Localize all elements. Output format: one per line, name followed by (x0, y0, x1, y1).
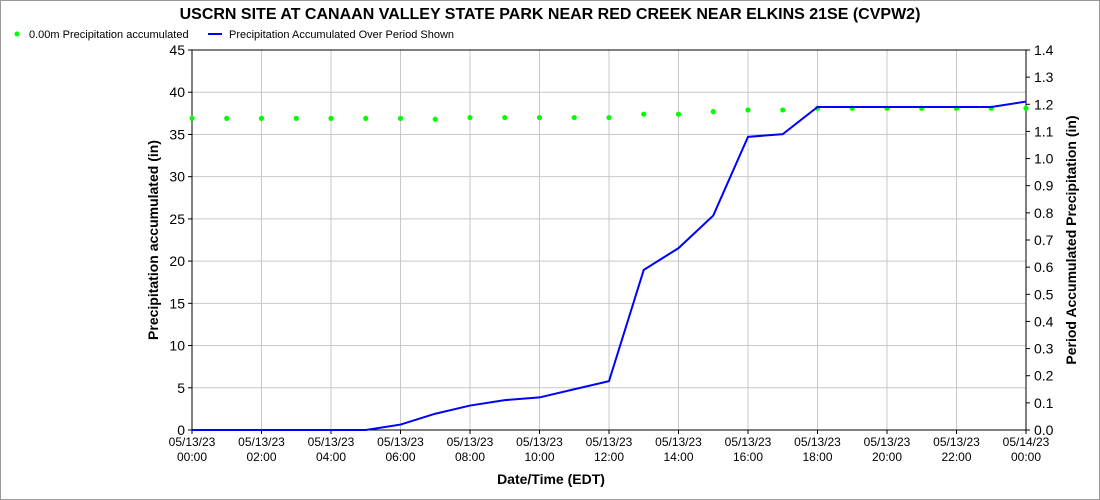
x-tick-time: 12:00 (594, 450, 624, 464)
left-y-tick-label: 0 (177, 422, 185, 438)
accumulated-precip-point (502, 114, 508, 121)
accumulated-precip-point (606, 114, 612, 121)
accumulated-precip-point (675, 111, 682, 117)
left-y-tick-labels: 0 5 10 15 20 25 30 35 40 45 (169, 42, 185, 438)
accumulated-precip-point (571, 114, 577, 121)
right-y-tick-label: 0.9 (1034, 178, 1054, 194)
left-y-tick-label: 30 (169, 169, 185, 185)
x-tick-time: 06:00 (385, 450, 415, 464)
accumulated-precip-point (710, 109, 716, 115)
chart-title: USCRN SITE AT CANAAN VALLEY STATE PARK N… (180, 6, 921, 23)
right-y-tick-label: 1.4 (1034, 42, 1054, 58)
accumulated-precip-point (258, 115, 265, 121)
period-precip-line (192, 100, 1027, 431)
x-tick-time: 22:00 (941, 450, 971, 464)
x-tick-time: 16:00 (733, 450, 763, 464)
accumulated-precip-point (536, 114, 543, 121)
x-tick-date: 05/14/23 (1003, 435, 1050, 449)
x-tick-time: 04:00 (316, 450, 346, 464)
left-y-tick-label: 15 (169, 295, 185, 311)
right-y-tick-label: 0.8 (1034, 205, 1054, 221)
x-tick-time: 14:00 (663, 450, 693, 464)
accumulated-precip-point (432, 116, 438, 122)
accumulated-precip-point (224, 115, 230, 121)
left-y-tick-label: 45 (169, 42, 185, 58)
accumulated-precip-point (745, 107, 751, 113)
x-tick-time: 00:00 (177, 450, 207, 464)
left-y-tick-label: 40 (169, 84, 185, 100)
x-tick-date: 05/13/23 (725, 435, 772, 449)
left-y-tick-label: 35 (169, 126, 185, 142)
x-axis-label: Date/Time (EDT) (497, 471, 605, 487)
accumulated-precip-point (293, 115, 299, 121)
axes-layer (188, 49, 1030, 434)
accumulated-precip-point (467, 114, 473, 121)
x-tick-labels: 05/13/2300:0005/13/2302:0005/13/2304:000… (169, 435, 1050, 464)
x-tick-date: 05/13/23 (447, 435, 494, 449)
left-y-tick-label: 20 (169, 253, 185, 269)
accumulated-precip-point (328, 115, 334, 121)
x-tick-time: 20:00 (872, 450, 902, 464)
legend: 0.00m Precipitation accumulated Precipit… (14, 29, 454, 41)
left-y-tick-label: 25 (169, 211, 185, 227)
right-y-tick-label: 0.2 (1034, 368, 1054, 384)
accumulated-precip-point (780, 107, 786, 113)
series-layer (189, 100, 1029, 431)
x-tick-date: 05/13/23 (794, 435, 841, 449)
right-y-tick-label: 1.2 (1034, 96, 1054, 112)
right-y-tick-labels: 0.0 0.1 0.2 0.3 0.4 0.5 0.6 0.7 0.8 0.9 1.0 1.1 1.2 1… (1034, 42, 1054, 438)
x-tick-time: 18:00 (802, 450, 832, 464)
legend-label-line: Precipitation Accumulated Over Period Sh… (229, 29, 454, 41)
x-tick-date: 05/13/23 (655, 435, 702, 449)
left-y-axis-label: Precipitation accumulated (in) (145, 140, 161, 340)
x-tick-time: 10:00 (524, 450, 554, 464)
accumulated-precip-point (1023, 105, 1029, 111)
right-y-tick-label: 1.0 (1034, 151, 1054, 167)
right-y-axis-label: Period Accumulated Precipitation (in) (1063, 115, 1079, 364)
x-tick-date: 05/13/23 (308, 435, 355, 449)
accumulated-precip-point (363, 115, 369, 121)
accumulated-precip-point (189, 115, 195, 121)
right-y-tick-label: 0.4 (1034, 313, 1054, 329)
accumulated-precip-point (641, 111, 647, 117)
x-tick-time: 02:00 (246, 450, 276, 464)
right-y-tick-label: 0.6 (1034, 259, 1054, 275)
right-y-tick-label: 0.0 (1034, 422, 1054, 438)
x-tick-date: 05/13/23 (169, 435, 216, 449)
x-tick-date: 05/13/23 (238, 435, 285, 449)
right-y-tick-label: 1.1 (1034, 123, 1054, 139)
right-y-tick-label: 0.5 (1034, 286, 1054, 302)
x-tick-time: 00:00 (1011, 450, 1041, 464)
left-y-tick-label: 10 (169, 338, 185, 354)
x-tick-date: 05/13/23 (516, 435, 563, 449)
right-y-tick-label: 1.3 (1034, 69, 1054, 85)
right-y-tick-label: 0.7 (1034, 232, 1054, 248)
x-tick-date: 05/13/23 (586, 435, 633, 449)
plot-area-border (191, 49, 1027, 431)
legend-label-points: 0.00m Precipitation accumulated (29, 29, 189, 41)
x-tick-date: 05/13/23 (933, 435, 980, 449)
right-y-tick-label: 0.3 (1034, 341, 1054, 357)
right-y-tick-label: 0.1 (1034, 395, 1054, 411)
x-tick-date: 05/13/23 (377, 435, 424, 449)
x-tick-time: 08:00 (455, 450, 485, 464)
x-tick-date: 05/13/23 (864, 435, 911, 449)
left-y-tick-label: 5 (177, 380, 185, 396)
accumulated-precip-point (397, 115, 404, 121)
legend-marker-green-dot (14, 31, 20, 37)
